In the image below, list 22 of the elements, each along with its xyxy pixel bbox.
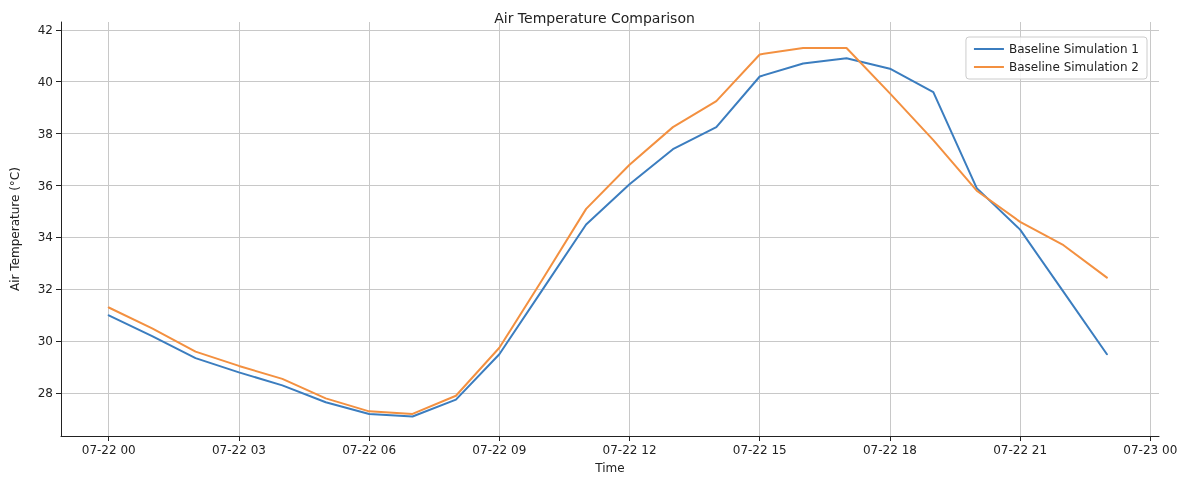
x-tick-label: 07-22 00 <box>81 443 136 457</box>
y-tick-label: 36 <box>37 178 53 193</box>
y-tick-label: 28 <box>37 386 53 401</box>
y-tick-label: 34 <box>37 230 53 245</box>
chart-title: Air Temperature Comparison <box>494 10 695 26</box>
x-tick-label: 07-22 03 <box>211 443 266 457</box>
x-tick-label: 07-22 21 <box>993 443 1048 457</box>
y-tick-label: 30 <box>37 334 53 349</box>
y-tick-label: 32 <box>37 282 53 297</box>
x-tick-label: 07-22 06 <box>342 443 397 457</box>
legend-label: Baseline Simulation 1 <box>1008 42 1139 56</box>
y-axis-title: Air Temperature (°C) <box>8 167 22 291</box>
y-tick-label: 42 <box>37 22 53 37</box>
x-tick-label: 07-22 18 <box>862 443 917 457</box>
x-tick-label: 07-22 15 <box>732 443 787 457</box>
legend-label: Baseline Simulation 2 <box>1008 60 1139 74</box>
y-tick-label: 38 <box>37 126 53 141</box>
x-axis-title: Time <box>594 461 625 475</box>
x-tick-label: 07-23 00 <box>1123 443 1178 457</box>
x-tick-label: 07-22 09 <box>472 443 527 457</box>
y-tick-label: 40 <box>37 74 53 89</box>
x-tick-label: 07-22 12 <box>602 443 657 457</box>
